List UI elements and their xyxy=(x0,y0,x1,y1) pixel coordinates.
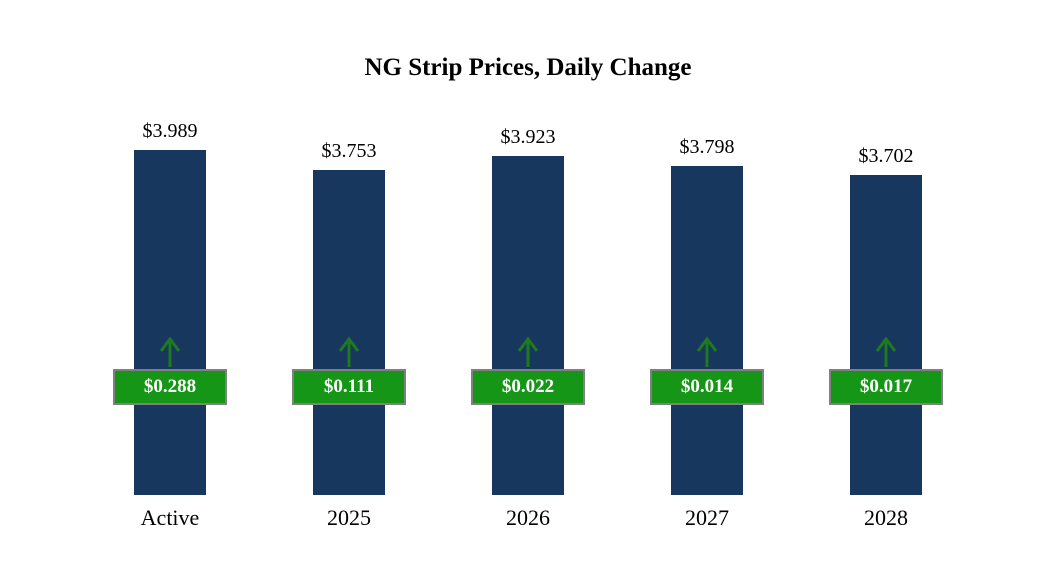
category-label-active: Active xyxy=(140,505,200,530)
category-label-2027: 2027 xyxy=(685,505,729,530)
value-label-active: $3.989 xyxy=(142,120,198,142)
bar-2025 xyxy=(313,170,385,495)
daily-change-badge-2028: $0.017 xyxy=(829,369,943,405)
up-arrow-icon xyxy=(336,336,362,368)
daily-change-badge-active: $0.288 xyxy=(113,369,227,405)
bar-2026 xyxy=(492,156,564,495)
up-arrow-icon xyxy=(873,336,899,368)
daily-change-badge-2025: $0.111 xyxy=(292,369,406,405)
category-label-2026: 2026 xyxy=(506,505,550,530)
bar-active xyxy=(134,150,206,495)
daily-change-badge-2026: $0.022 xyxy=(471,369,585,405)
category-label-2028: 2028 xyxy=(864,505,908,530)
value-label-2027: $3.798 xyxy=(679,136,735,158)
value-label-2028: $3.702 xyxy=(858,145,914,167)
chart-title: NG Strip Prices, Daily Change xyxy=(364,54,692,81)
up-arrow-icon xyxy=(515,336,541,368)
daily-change-badge-2027: $0.014 xyxy=(650,369,764,405)
value-label-2025: $3.753 xyxy=(321,140,377,162)
bar-2027 xyxy=(671,166,743,495)
value-label-2026: $3.923 xyxy=(500,126,556,148)
up-arrow-icon xyxy=(157,336,183,368)
category-label-2025: 2025 xyxy=(327,505,371,530)
up-arrow-icon xyxy=(694,336,720,368)
bar-2028 xyxy=(850,175,922,495)
